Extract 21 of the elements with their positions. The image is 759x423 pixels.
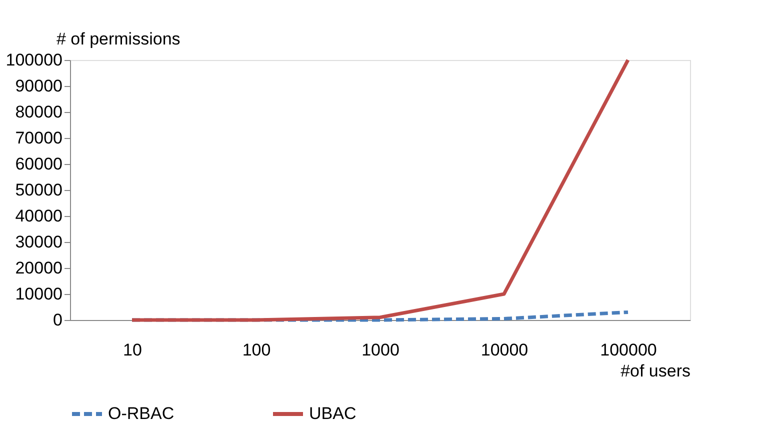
y-tick-label: 20000 — [15, 258, 62, 278]
legend-label: O-RBAC — [108, 404, 174, 423]
y-tick-label: 0 — [53, 310, 62, 330]
y-tick-label: 40000 — [15, 206, 62, 226]
y-tick-label: 90000 — [15, 76, 62, 96]
x-tick-label: 100000 — [600, 340, 657, 360]
x-tick-label: 10000 — [480, 340, 528, 360]
y-tick-label: 60000 — [15, 154, 62, 174]
x-axis-title: #of users — [620, 362, 690, 380]
x-tick-label: 100 — [242, 340, 271, 360]
y-tick-label: 30000 — [15, 232, 62, 252]
line-series — [130, 58, 630, 322]
y-tick-label: 70000 — [15, 128, 62, 148]
y-axis-title: # of permissions — [56, 30, 180, 48]
x-tick-label: 1000 — [362, 340, 400, 360]
legend-label: UBAC — [309, 404, 356, 423]
y-tick-label: 100000 — [6, 50, 62, 70]
y-tick-label: 10000 — [15, 284, 62, 304]
y-tick-label: 50000 — [15, 180, 62, 200]
x-tick-label: 10 — [123, 340, 142, 360]
y-tick-label: 80000 — [15, 102, 62, 122]
